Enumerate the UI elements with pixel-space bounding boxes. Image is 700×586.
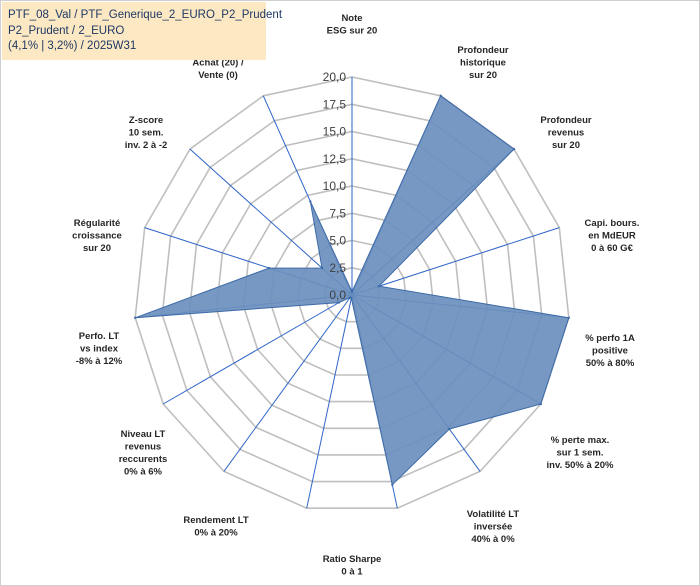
- radar-series: [134, 94, 570, 486]
- axis-label: Niveau LT revenus reccurents 0% à 6%: [119, 429, 168, 478]
- data-point: [567, 316, 570, 319]
- tick-label: 20,0: [323, 70, 347, 84]
- data-point: [391, 483, 394, 486]
- radial-tick-labels: 0,0 2,5 5,0 7,5 10,0 12,5 15,0 17,5 20,0: [323, 70, 347, 302]
- tick-label: 10,0: [323, 179, 347, 193]
- tick-label: 5,0: [329, 234, 346, 248]
- tick-label: 0,0: [329, 288, 346, 302]
- grid-ring: [269, 212, 435, 376]
- data-point: [348, 296, 352, 299]
- axis-label: Profondeur revenus sur 20: [540, 115, 591, 151]
- grid-ring: [134, 76, 570, 510]
- data-point: [512, 147, 516, 151]
- data-point: [539, 402, 542, 406]
- tick-label: 2,5: [329, 261, 346, 275]
- axis-label: Z-score 10 sem. inv. 2 à -2: [125, 115, 168, 151]
- tick-label: 7,5: [329, 206, 346, 220]
- data-point: [448, 427, 451, 431]
- title-line-1: PTF_08_Val / PTF_Generique_2_EURO_P2_Pru…: [8, 9, 283, 21]
- tick-label: 12,5: [323, 152, 347, 166]
- axis-label: Volatilité LT inversée 40% à 0%: [467, 509, 520, 545]
- axis-label: Profondeur historique sur 20: [457, 45, 508, 81]
- axis-labels: Note ESG sur 20 Profondeur historique sur 20…: [72, 13, 639, 578]
- data-point: [134, 316, 137, 319]
- grid-ring: [242, 185, 462, 403]
- data-point: [439, 94, 442, 98]
- series-area: [135, 95, 570, 486]
- tick-label: 15,0: [323, 125, 347, 139]
- chart-title-box: PTF_08_Val / PTF_Generique_2_EURO_P2_Pru…: [2, 2, 283, 60]
- data-point: [350, 290, 354, 293]
- data-point: [320, 266, 324, 270]
- axis-label: % perte max. sur 1 sem. inv. 50% à 20%: [547, 435, 614, 471]
- axis-label: Capi. bours. en MdEUR 0 à 60 G€: [585, 218, 640, 254]
- axis-label: Ratio Sharpe 0 à 1: [323, 554, 382, 578]
- axis-label: Perfo. LT vs index -8% à 12%: [76, 331, 123, 367]
- tick-label: 17,5: [323, 97, 347, 111]
- grid-ring: [161, 103, 543, 483]
- radar-spoke: [223, 294, 353, 472]
- radar-spoke: [306, 294, 353, 509]
- axis-label: % perfo 1A positive 50% à 80%: [585, 333, 635, 369]
- data-point: [337, 301, 340, 304]
- data-point: [377, 285, 381, 288]
- grid-ring: [188, 130, 516, 456]
- radar-spoke: [162, 294, 353, 405]
- grid-ring: [215, 157, 489, 430]
- title-line-3: (4,1% | 3,2%) / 2025W31: [8, 40, 137, 52]
- data-point: [309, 200, 312, 203]
- data-point: [267, 266, 271, 270]
- radar-spoke: [351, 227, 560, 296]
- axis-label: Rendement LT 0% à 20%: [183, 515, 248, 539]
- axis-label: Régularité croissance sur 20: [72, 218, 122, 254]
- axis-label: Note ESG sur 20: [327, 13, 378, 37]
- title-line-2: P2_Prudent / 2_EURO: [8, 24, 125, 37]
